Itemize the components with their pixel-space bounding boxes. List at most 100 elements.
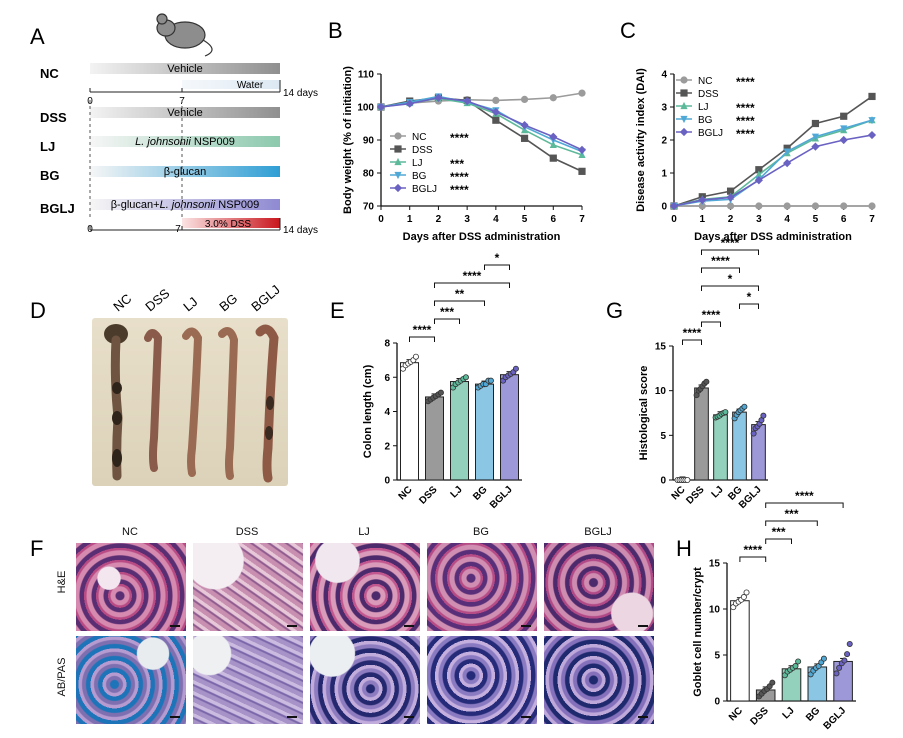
panel-letter-a: A (30, 24, 45, 49)
colon-specimen-bglj (255, 324, 279, 483)
bar-lj (450, 381, 469, 481)
colon-specimens (104, 324, 279, 483)
x-tick-label: 0 (671, 214, 677, 225)
y-tick-label: 3 (661, 103, 667, 114)
colon-specimen-dss (144, 329, 163, 472)
x-tick-label-bglj: BGLJ (822, 705, 849, 732)
x-axis-label: Days after DSS administration (694, 231, 852, 243)
y-tick-label: 1 (661, 169, 667, 180)
marker-nc (492, 96, 500, 104)
significance-label: **** (711, 254, 730, 268)
nc-bar (90, 63, 280, 74)
legend-significance: **** (450, 183, 469, 197)
series-line-bglj (380, 96, 583, 151)
marker-nc (549, 94, 557, 102)
significance-bracket (739, 556, 767, 562)
lj-bar (90, 136, 280, 147)
legend-significance: **** (450, 170, 469, 184)
significance-bracket (765, 538, 792, 544)
significance-label: * (728, 272, 733, 286)
chart-body-weight: 0 1 2 3 4 5 6 7 70 80 90 100 110 Days after DSS admin… (342, 66, 587, 243)
scalebar (521, 625, 531, 627)
marker-lj (680, 101, 688, 110)
marker-bglj (577, 145, 587, 154)
legend-label-lj: LJ (412, 158, 423, 169)
series-line-dss (673, 95, 873, 207)
scalebar (638, 625, 648, 627)
legend-label-nc: NC (698, 76, 712, 87)
abpas-image-bglj (544, 636, 654, 724)
histology-label-bglj: BGLJ (584, 526, 612, 538)
data-point (841, 657, 848, 664)
x-tick-label: 2 (436, 214, 442, 225)
panel-letter-c: C (620, 18, 636, 43)
legend-significance: **** (736, 101, 755, 115)
water-bar (182, 80, 280, 89)
significance-bracket (484, 264, 510, 270)
x-tick-label: 5 (522, 214, 528, 225)
bar-bg (475, 383, 494, 481)
x-tick-label: 6 (551, 214, 557, 225)
significance-label: ** (455, 287, 465, 301)
x-axis-label: Days after DSS administration (403, 231, 561, 243)
y-tick-label: 100 (357, 103, 374, 114)
panel-letter-e: E (330, 298, 345, 323)
data-point (760, 412, 767, 419)
abpas-image-lj (310, 636, 420, 724)
marker-dss (726, 187, 735, 195)
marker-nc (811, 202, 820, 210)
marker-nc (783, 202, 791, 210)
y-tick-label: 15 (709, 559, 721, 570)
scalebar (404, 625, 414, 627)
marker-bglj (520, 121, 529, 130)
significance-label: *** (772, 525, 786, 539)
colon-photo (92, 318, 288, 486)
y-tick-label: 2 (661, 136, 667, 147)
bar-dss (694, 387, 709, 481)
he-image-lj (310, 543, 420, 631)
y-tick-label: 90 (363, 136, 375, 147)
y-axis-label: Colon length (cm) (362, 364, 374, 458)
group-label-lj: LJ (40, 139, 55, 154)
histology-label-dss: DSS (235, 526, 259, 538)
marker-bg (840, 125, 848, 133)
bar-dss (425, 396, 444, 481)
colon-label-bg: BG (216, 291, 240, 315)
scalebar (170, 625, 180, 627)
y-axis-label: Goblet cell number/crypt (692, 567, 704, 697)
colon-specimen-bg (218, 327, 239, 480)
legend-significance: **** (736, 127, 755, 141)
bottom-end-label: 14 days (283, 225, 318, 236)
legend-label-bglj: BGLJ (698, 128, 723, 139)
x-tick-label-dss: DSS (684, 484, 707, 507)
x-tick-label: 2 (728, 214, 734, 225)
data-point (703, 378, 710, 385)
y-tick-label: 80 (363, 169, 375, 180)
marker-bglj (393, 183, 403, 193)
legend-label-dss: DSS (412, 145, 433, 156)
marker-bglj (669, 201, 679, 211)
x-tick-label-nc: NC (397, 484, 415, 502)
y-axis-label: Body weight (% of initiation) (342, 66, 354, 214)
y-tick-label: 5 (660, 431, 666, 442)
series-line-bglj (673, 134, 873, 207)
lj-bar-text: L. johnsonii NSP009 (135, 136, 235, 148)
x-tick-label-dss: DSS (749, 705, 772, 728)
marker-dss (783, 144, 791, 152)
bglj-bar-text: β-glucan+L. johnsonii NSP009 (111, 199, 260, 211)
marker-bglj (491, 107, 500, 117)
panel-letter-f: F (30, 536, 43, 561)
bar-nc (730, 600, 750, 702)
y-tick-label: 8 (384, 339, 390, 350)
x-tick-label: 0 (378, 214, 384, 225)
significance-label: **** (683, 326, 702, 340)
abpas-image-bg (427, 636, 537, 724)
data-point (769, 679, 776, 686)
bglj-bar (90, 199, 280, 210)
significance-bracket (765, 520, 818, 526)
data-point (512, 365, 519, 372)
scalebar (521, 716, 531, 718)
legend-label-bglj: BGLJ (412, 184, 437, 195)
marker-bglj (867, 130, 877, 140)
